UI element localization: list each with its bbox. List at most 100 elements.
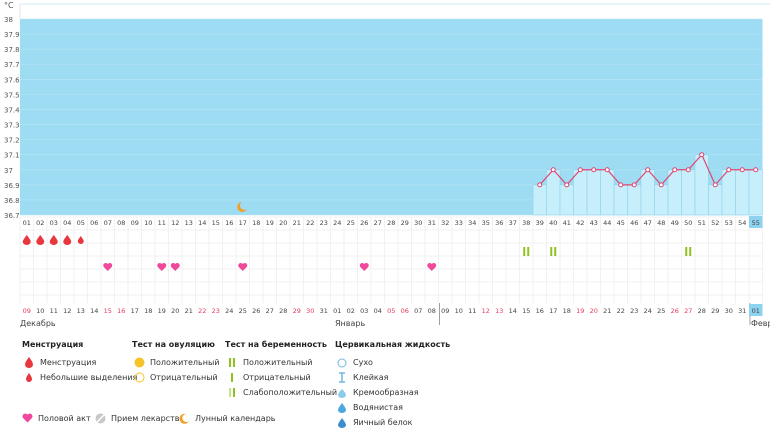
date-label: 24 [225, 307, 233, 315]
cycle-day-label: 55 [752, 219, 760, 227]
date-label: 21 [603, 307, 611, 315]
date-label: 09 [23, 307, 31, 315]
moon-icon [179, 413, 190, 424]
sticky-icon [335, 372, 349, 384]
cycle-day-label: 37 [509, 219, 517, 227]
intercourse-marker [238, 263, 248, 271]
date-label: 31 [320, 307, 328, 315]
date-label: 16 [536, 307, 544, 315]
cycle-day-label: 39 [536, 219, 544, 227]
cycle-day-label: 03 [50, 219, 58, 227]
legend-item: Менструация [22, 355, 137, 370]
month-february: Февр [751, 319, 770, 328]
legend-item: Клейкая [335, 370, 450, 385]
cycle-day-label: 44 [603, 219, 611, 227]
pregnancy-test-bar [527, 247, 530, 256]
legend-title: Тест на овуляцию [132, 340, 215, 349]
cycle-day-label: 23 [320, 219, 328, 227]
legend-item: Положительный [225, 355, 337, 370]
date-label: 11 [468, 307, 476, 315]
legend-item: Небольшие выделения [22, 370, 137, 385]
date-label: 22 [198, 307, 206, 315]
date-label: 30 [306, 307, 314, 315]
current-day-cycle-highlight [749, 216, 763, 228]
circle-filled-icon [132, 357, 146, 369]
temp-bar [721, 169, 736, 216]
y-tick-label: 37.6 [4, 76, 20, 84]
temp-point [712, 182, 718, 188]
cycle-day-label: 16 [225, 219, 233, 227]
date-label: 13 [77, 307, 85, 315]
temp-bar [613, 184, 628, 216]
pregnancy-test-bar [523, 247, 526, 256]
cycle-day-label: 34 [468, 219, 476, 227]
y-tick-label: 37.8 [4, 46, 20, 54]
date-label: 16 [117, 307, 125, 315]
date-label: 24 [644, 307, 652, 315]
cycle-day-label: 41 [563, 219, 571, 227]
temp-point [577, 167, 583, 173]
cycle-day-label: 50 [684, 219, 692, 227]
month-january: Январь [335, 319, 366, 328]
cycle-day-label: 12 [171, 219, 179, 227]
legend-item: Кремообразная [335, 385, 450, 400]
cycle-day-label: 25 [347, 219, 355, 227]
date-label: 23 [212, 307, 220, 315]
cycle-day-label: 18 [252, 219, 260, 227]
date-label: 09 [441, 307, 449, 315]
temp-bar [667, 169, 682, 216]
cycle-day-label: 30 [414, 219, 422, 227]
cycle-day-label: 22 [306, 219, 314, 227]
legend-item: Отрицательный [132, 370, 219, 385]
date-label: 27 [266, 307, 274, 315]
temp-bar [600, 169, 615, 216]
temp-point [753, 167, 759, 173]
legend-title: Менструация [22, 340, 84, 349]
date-label: 18 [144, 307, 152, 315]
cycle-day-label: 07 [104, 219, 112, 227]
temp-point [631, 182, 637, 188]
y-tick-label: 36.7 [4, 212, 20, 220]
y-tick-label: 38 [4, 16, 13, 24]
cycle-day-label: 42 [576, 219, 584, 227]
double-bar-icon [225, 357, 239, 369]
date-label: 11 [50, 307, 58, 315]
date-label: 18 [563, 307, 571, 315]
date-label: 19 [576, 307, 584, 315]
y-tick-label: 36.9 [4, 182, 20, 190]
cycle-day-label: 47 [644, 219, 652, 227]
small-drop-icon [22, 372, 36, 384]
y-tick-label: 37.3 [4, 122, 20, 130]
cycle-day-label: 06 [90, 219, 98, 227]
date-label: 22 [617, 307, 625, 315]
legend-pregnancy: Тест на беременность Положительный Отриц… [225, 340, 337, 400]
creamy-icon [335, 387, 349, 399]
intercourse-marker [359, 263, 369, 271]
date-label: 01 [752, 307, 760, 315]
temp-bar [748, 169, 763, 216]
date-label: 04 [374, 307, 382, 315]
temp-point [618, 182, 624, 188]
cycle-day-label: 31 [428, 219, 436, 227]
cycle-day-label: 17 [239, 219, 247, 227]
menstruation-marker [49, 235, 58, 245]
menstruation-marker [63, 235, 72, 245]
temp-bar [627, 184, 642, 216]
cycle-day-label: 53 [725, 219, 733, 227]
date-label: 02 [347, 307, 355, 315]
temp-bar [546, 169, 561, 216]
temp-point [658, 182, 664, 188]
menstruation-marker [36, 235, 45, 245]
temp-point [604, 167, 610, 173]
date-label: 14 [90, 307, 98, 315]
temp-bar [640, 169, 655, 216]
y-unit-label: °C [4, 1, 14, 10]
legend-item: Водянистая [335, 400, 450, 415]
y-tick-label: 37.7 [4, 61, 20, 69]
temp-bar [654, 184, 669, 216]
date-label: 31 [738, 307, 746, 315]
temp-point [591, 167, 597, 173]
cycle-day-label: 48 [657, 219, 665, 227]
legend-ovulation: Тест на овуляцию Положительный Отрицател… [132, 340, 219, 385]
cycle-day-label: 46 [630, 219, 638, 227]
